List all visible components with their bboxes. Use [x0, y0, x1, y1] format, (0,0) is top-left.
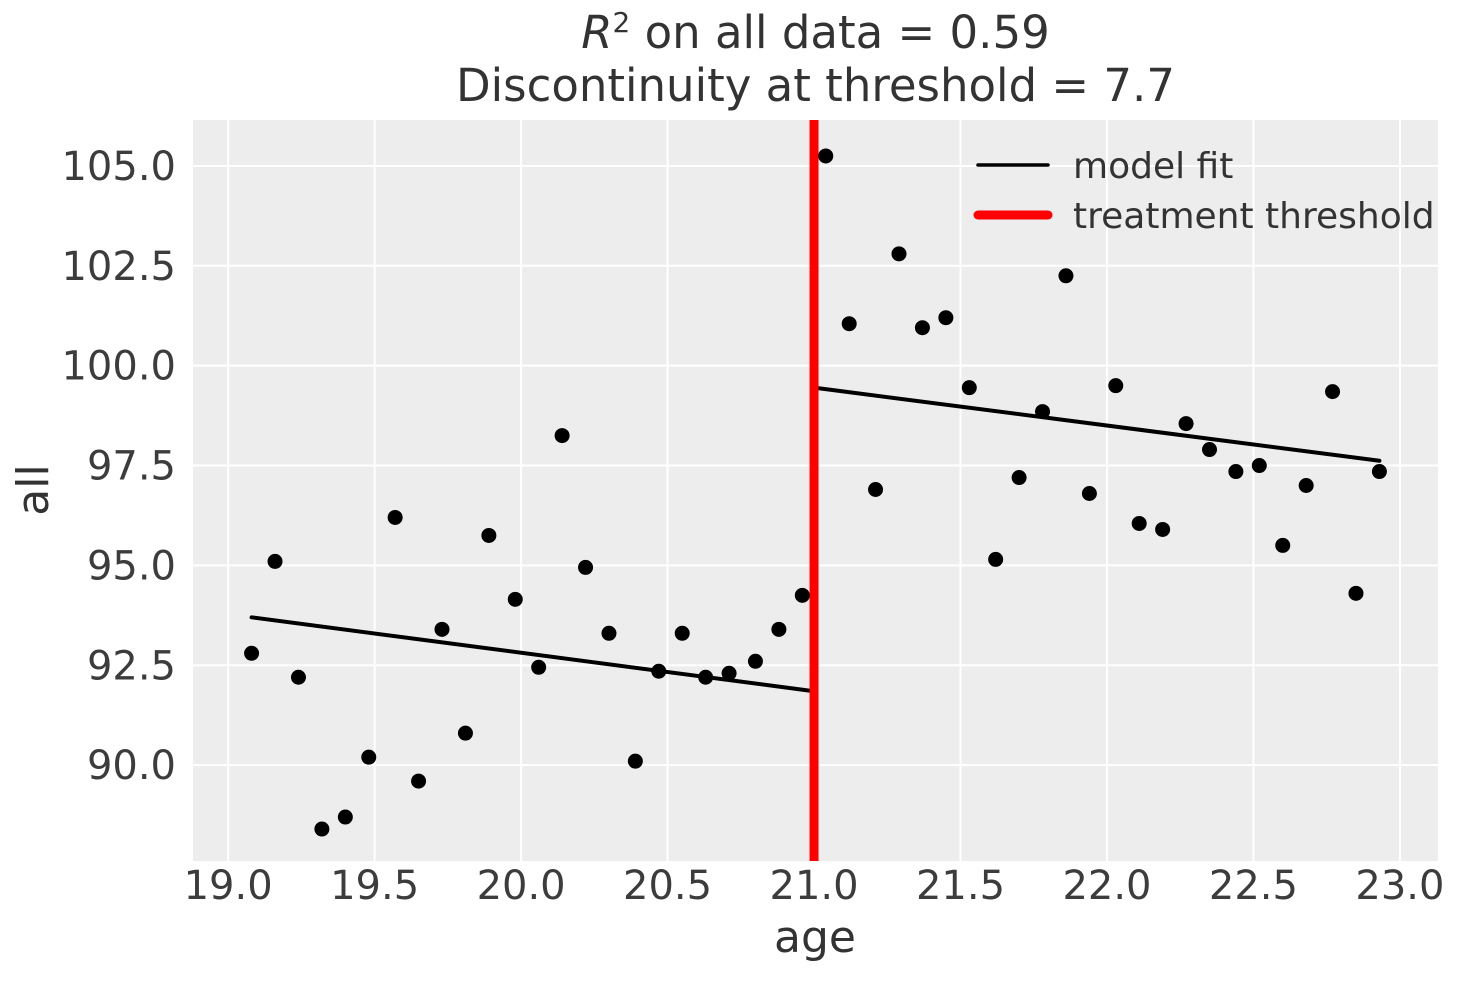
x-tick-label: 22.0: [1062, 863, 1151, 909]
x-tick-label: 20.5: [623, 863, 712, 909]
scatter-point: [1081, 485, 1097, 501]
scatter-point: [651, 663, 667, 679]
scatter-point: [554, 428, 570, 444]
chart-title-line1: R2 on all data = 0.59: [193, 6, 1438, 59]
scatter-point: [938, 310, 954, 326]
scatter-point: [578, 559, 594, 575]
x-tick-label: 19.0: [184, 863, 273, 909]
scatter-point: [507, 591, 523, 607]
scatter-point: [868, 482, 884, 498]
scatter-point: [627, 753, 643, 769]
scatter-point: [531, 659, 547, 675]
scatter-point: [337, 809, 353, 825]
scatter-point: [361, 749, 377, 765]
x-tick-label: 21.0: [770, 863, 859, 909]
scatter-point: [1371, 464, 1387, 480]
x-tick-label: 20.0: [477, 863, 566, 909]
y-tick-label: 90.0: [87, 743, 176, 789]
scatter-point: [818, 148, 834, 164]
scatter-point: [961, 380, 977, 396]
x-tick-label: 21.5: [916, 863, 1005, 909]
scatter-point: [1155, 521, 1171, 537]
x-axis-label: age: [774, 912, 856, 963]
scatter-point: [1058, 268, 1074, 284]
scatter-point: [434, 621, 450, 637]
x-tick-label: 23.0: [1355, 863, 1444, 909]
scatter-point: [914, 320, 930, 336]
scatter-point: [1011, 470, 1027, 486]
scatter-point: [411, 773, 427, 789]
scatter-point: [1035, 404, 1051, 420]
y-axis-label: all: [8, 464, 59, 515]
scatter-point: [747, 653, 763, 669]
legend-label-treatment-threshold: treatment threshold: [1073, 196, 1435, 237]
scatter-point: [1131, 515, 1147, 531]
title-r-symbol: R: [581, 6, 613, 59]
y-tick-label: 95.0: [87, 543, 176, 589]
scatter-point: [267, 553, 283, 569]
scatter-point: [891, 246, 907, 262]
y-tick-label: 92.5: [87, 643, 176, 689]
y-tick-label: 97.5: [87, 444, 176, 490]
x-tick-label: 22.5: [1209, 863, 1298, 909]
title-exponent: 2: [612, 6, 631, 39]
scatter-point: [988, 551, 1004, 567]
scatter-point: [457, 725, 473, 741]
scatter-point: [290, 669, 306, 685]
scatter-point: [1275, 537, 1291, 553]
model-fit-line: [249, 615, 817, 694]
x-tick-label: 19.5: [330, 863, 419, 909]
scatter-point: [387, 509, 403, 525]
scatter-point: [674, 625, 690, 641]
y-tick-label: 102.5: [61, 244, 176, 290]
scatter-point: [698, 669, 714, 685]
scatter-point: [1251, 458, 1267, 474]
scatter-point: [794, 587, 810, 603]
y-tick-label: 100.0: [61, 344, 176, 390]
scatter-point: [1178, 416, 1194, 432]
legend-label-model-fit: model fit: [1073, 146, 1233, 187]
scatter-point: [841, 316, 857, 332]
scatter-point: [601, 625, 617, 641]
scatter-point: [1108, 378, 1124, 394]
scatter-point: [771, 621, 787, 637]
title-line1-rest: on all data = 0.59: [630, 6, 1050, 59]
scatter-point: [1298, 478, 1314, 494]
scatter-point: [481, 527, 497, 543]
scatter-point: [1348, 585, 1364, 601]
scatter-point: [314, 821, 330, 837]
chart-title-line2: Discontinuity at threshold = 7.7: [456, 59, 1175, 113]
y-tick-label: 105.0: [61, 144, 176, 190]
scatter-point: [1228, 464, 1244, 480]
scatter-point: [1202, 442, 1218, 458]
scatter-point: [721, 665, 737, 681]
model-fit-line: [812, 385, 1382, 463]
chart-title: R2 on all data = 0.59 Discontinuity at t…: [193, 6, 1438, 112]
scatter-point: [244, 645, 260, 661]
scatter-point: [1325, 384, 1341, 400]
